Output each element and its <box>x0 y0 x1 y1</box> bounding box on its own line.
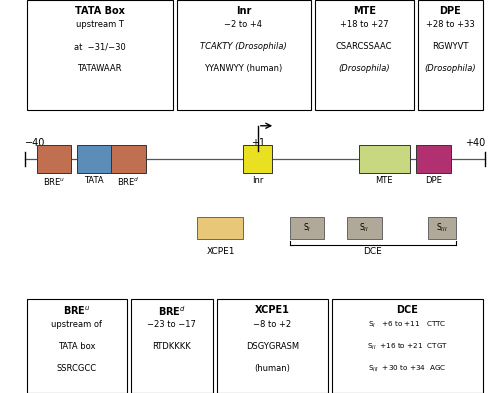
FancyBboxPatch shape <box>176 0 310 110</box>
FancyBboxPatch shape <box>347 217 382 239</box>
FancyBboxPatch shape <box>198 217 244 239</box>
FancyBboxPatch shape <box>27 299 126 393</box>
FancyBboxPatch shape <box>428 217 456 239</box>
Text: DCE: DCE <box>396 305 418 314</box>
Text: TATA box: TATA box <box>58 342 96 351</box>
Text: upstream T: upstream T <box>76 20 124 29</box>
FancyBboxPatch shape <box>418 0 483 110</box>
Text: BRE$^d$: BRE$^d$ <box>117 176 140 189</box>
Text: +18 to +27: +18 to +27 <box>340 20 388 29</box>
Text: −23 to −17: −23 to −17 <box>147 320 196 329</box>
Text: S$_{II}$  +16 to +21  CTGT: S$_{II}$ +16 to +21 CTGT <box>367 342 448 352</box>
Text: S$_{II}$: S$_{II}$ <box>360 222 369 234</box>
Text: BRE$^d$: BRE$^d$ <box>158 305 186 318</box>
Text: BRE$^u$: BRE$^u$ <box>63 305 90 317</box>
FancyBboxPatch shape <box>27 0 172 110</box>
FancyBboxPatch shape <box>216 299 328 393</box>
Text: MTE: MTE <box>352 6 376 16</box>
Text: MTE: MTE <box>376 176 393 185</box>
Text: S$_{III}$  +30 to +34  AGC: S$_{III}$ +30 to +34 AGC <box>368 364 446 374</box>
Text: −8 to +2: −8 to +2 <box>253 320 292 329</box>
Text: −2 to +4: −2 to +4 <box>224 20 262 29</box>
FancyBboxPatch shape <box>77 145 111 173</box>
Text: S$_{III}$: S$_{III}$ <box>436 222 448 234</box>
Text: TATA: TATA <box>84 176 104 185</box>
FancyBboxPatch shape <box>358 145 410 173</box>
Text: RGWYVT: RGWYVT <box>432 42 468 51</box>
Text: SSRCGCC: SSRCGCC <box>56 364 97 373</box>
Text: Inr: Inr <box>252 176 264 185</box>
Text: TATA Box: TATA Box <box>75 6 124 16</box>
FancyBboxPatch shape <box>314 0 414 110</box>
Text: S$_I$: S$_I$ <box>302 222 311 234</box>
Text: DSGYGRASM: DSGYGRASM <box>246 342 299 351</box>
Text: upstream of: upstream of <box>52 320 102 329</box>
Text: S$_I$   +6 to +11   CTTC: S$_I$ +6 to +11 CTTC <box>368 320 446 331</box>
Text: BRE$^u$: BRE$^u$ <box>42 176 65 187</box>
Text: +40: +40 <box>465 138 485 148</box>
Text: TCAKTY (Drosophila): TCAKTY (Drosophila) <box>200 42 287 51</box>
Text: Inr: Inr <box>236 6 251 16</box>
Text: DPE: DPE <box>425 176 442 185</box>
FancyBboxPatch shape <box>130 299 212 393</box>
Text: DCE: DCE <box>364 247 382 255</box>
FancyBboxPatch shape <box>290 217 324 239</box>
Text: at  −31/−30: at −31/−30 <box>74 42 126 51</box>
Text: XCPE1: XCPE1 <box>255 305 290 314</box>
Text: −40: −40 <box>25 138 46 148</box>
Text: TATAWAAR: TATAWAAR <box>78 64 122 73</box>
Text: +28 to +33: +28 to +33 <box>426 20 475 29</box>
Text: +1: +1 <box>251 138 265 148</box>
Text: (Drosophila): (Drosophila) <box>424 64 476 73</box>
Text: DPE: DPE <box>440 6 462 16</box>
Text: (human): (human) <box>254 364 290 373</box>
Text: YYANWYY (human): YYANWYY (human) <box>204 64 282 73</box>
FancyBboxPatch shape <box>244 145 272 173</box>
Text: XCPE1: XCPE1 <box>206 247 235 255</box>
FancyBboxPatch shape <box>416 145 450 173</box>
FancyBboxPatch shape <box>111 145 146 173</box>
FancyBboxPatch shape <box>332 299 483 393</box>
Text: RTDKKKK: RTDKKKK <box>152 342 191 351</box>
FancyBboxPatch shape <box>36 145 71 173</box>
Text: CSARCSSAAC: CSARCSSAAC <box>336 42 392 51</box>
Text: (Drosophila): (Drosophila) <box>338 64 390 73</box>
